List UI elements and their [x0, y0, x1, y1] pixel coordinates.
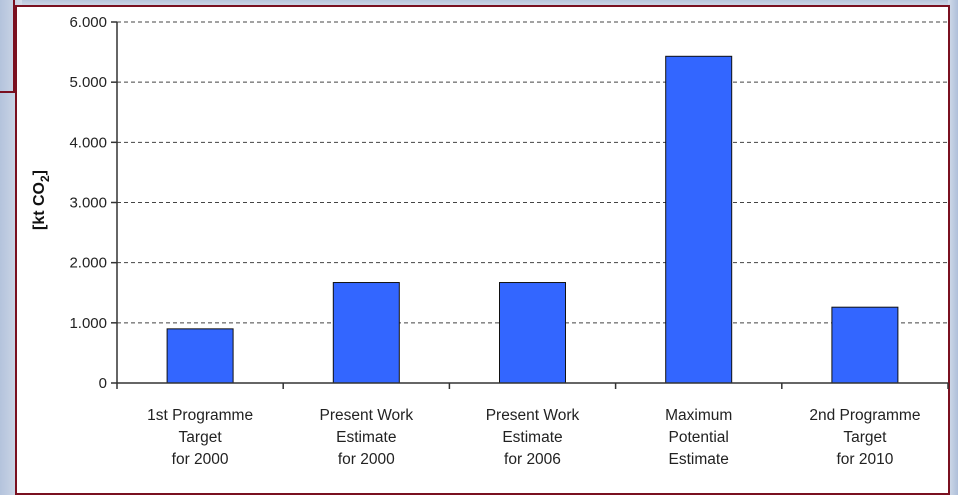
y-tick-label: 2.000	[69, 255, 107, 272]
y-tick-label: 4.000	[69, 134, 107, 151]
x-category-label: Present Work Estimate for 2006	[486, 407, 580, 468]
y-axis-title: [kt CO2]	[31, 170, 52, 230]
chart-panel	[15, 5, 950, 495]
slide-frame-left	[0, 0, 15, 93]
x-category-label: 2nd Programme Target for 2010	[809, 407, 920, 468]
bar	[332, 282, 400, 384]
y-tick-label: 5.000	[69, 74, 107, 91]
bar	[166, 328, 234, 384]
x-category-labels: 1st Programme Target for 2000 Present Work E…	[147, 407, 920, 468]
y-tick-label: 1.000	[69, 315, 107, 332]
bar	[499, 282, 566, 384]
y-tick-label: 6.000	[69, 14, 107, 31]
background-top	[0, 0, 958, 8]
x-category-label: 1st Programme Target for 2000	[147, 407, 253, 468]
gridlines	[117, 21, 948, 324]
y-tick-labels: 0 1.000 2.000 3.000 4.000 5.000 6.000	[69, 14, 107, 392]
bar	[665, 55, 733, 384]
x-category-label: Maximum Potential Estimate	[665, 407, 732, 468]
bars	[166, 55, 899, 384]
background-right	[948, 0, 958, 495]
axes	[111, 21, 949, 389]
bar	[831, 306, 899, 384]
x-category-label: Present Work Estimate for 2000	[319, 407, 413, 468]
y-tick-label: 0	[99, 375, 107, 392]
y-tick-label: 3.000	[69, 195, 107, 212]
